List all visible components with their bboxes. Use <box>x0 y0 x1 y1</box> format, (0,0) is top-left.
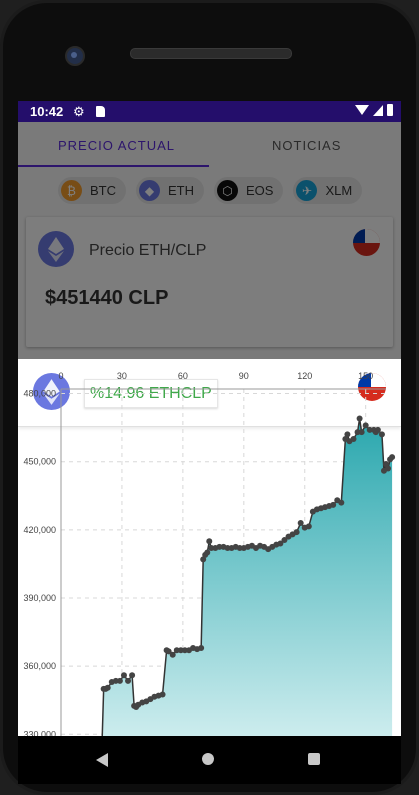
data-point <box>293 529 300 536</box>
home-icon[interactable] <box>202 753 214 765</box>
data-point <box>358 429 365 436</box>
price-chart[interactable]: 330,000 360,000 390,000 420,000 450,000 480,0… <box>18 359 401 736</box>
sd-card-icon <box>96 106 105 117</box>
data-point <box>385 465 392 472</box>
data-point <box>389 454 396 461</box>
data-point <box>338 499 345 506</box>
data-point <box>165 648 172 655</box>
data-point <box>281 537 288 544</box>
data-point <box>200 556 207 563</box>
data-point <box>125 677 132 684</box>
y-tick-label: 360,000 <box>23 661 56 671</box>
recent-apps-icon[interactable] <box>308 753 320 765</box>
data-point <box>198 644 205 651</box>
gear-icon: ⚙ <box>73 104 85 119</box>
signal-icon <box>373 104 383 116</box>
data-point <box>104 684 111 691</box>
navigation-bar <box>18 736 401 784</box>
data-point <box>116 677 123 684</box>
app-content: PRECIO ACTUAL NOTICIAS ₿ BTC ◆ ETH ⬡ EOS <box>18 122 401 736</box>
data-point <box>383 460 389 467</box>
data-point <box>120 672 127 679</box>
front-camera <box>65 46 85 66</box>
data-point <box>350 435 357 442</box>
data-point <box>305 523 312 530</box>
battery-icon <box>387 104 393 116</box>
data-point <box>344 431 351 438</box>
y-tick-label: 420,000 <box>23 525 56 535</box>
y-tick-label: 480,000 <box>23 389 56 399</box>
y-tick-label: 390,000 <box>23 593 56 603</box>
data-point <box>169 651 176 658</box>
chart-bottom-sheet: %14.96 ETHCLP 330,000 360,000 390,000 420,0… <box>18 359 401 736</box>
x-tick-label: 150 <box>358 371 373 381</box>
data-point <box>356 415 363 422</box>
x-tick-label: 90 <box>239 371 249 381</box>
x-tick-label: 0 <box>58 371 63 381</box>
data-point <box>206 538 213 545</box>
area-fill <box>102 418 393 736</box>
status-bar: 10:42 ⚙ <box>18 101 401 122</box>
chile-flag-icon <box>358 373 386 401</box>
data-point <box>362 422 369 429</box>
x-tick-label: 30 <box>117 371 127 381</box>
x-tick-label: 60 <box>178 371 188 381</box>
wifi-icon <box>355 105 369 115</box>
ethereum-icon <box>33 373 70 410</box>
back-icon[interactable] <box>96 753 108 767</box>
data-point <box>330 501 337 508</box>
y-tick-label: 330,000 <box>23 729 56 736</box>
data-point <box>277 540 284 547</box>
data-point <box>204 549 211 556</box>
data-point <box>378 431 385 438</box>
x-tick-label: 120 <box>297 371 312 381</box>
earpiece-speaker <box>130 48 292 59</box>
data-point <box>297 520 304 527</box>
screen: 10:42 ⚙ PRECIO ACTUAL NOTICIAS ₿ BTC <box>18 101 401 736</box>
status-icons <box>355 104 393 116</box>
modal-scrim[interactable] <box>18 122 401 359</box>
status-time: 10:42 <box>30 104 64 119</box>
data-point <box>374 426 381 433</box>
data-point <box>159 691 166 698</box>
y-tick-label: 450,000 <box>23 457 56 467</box>
data-point <box>129 672 136 679</box>
